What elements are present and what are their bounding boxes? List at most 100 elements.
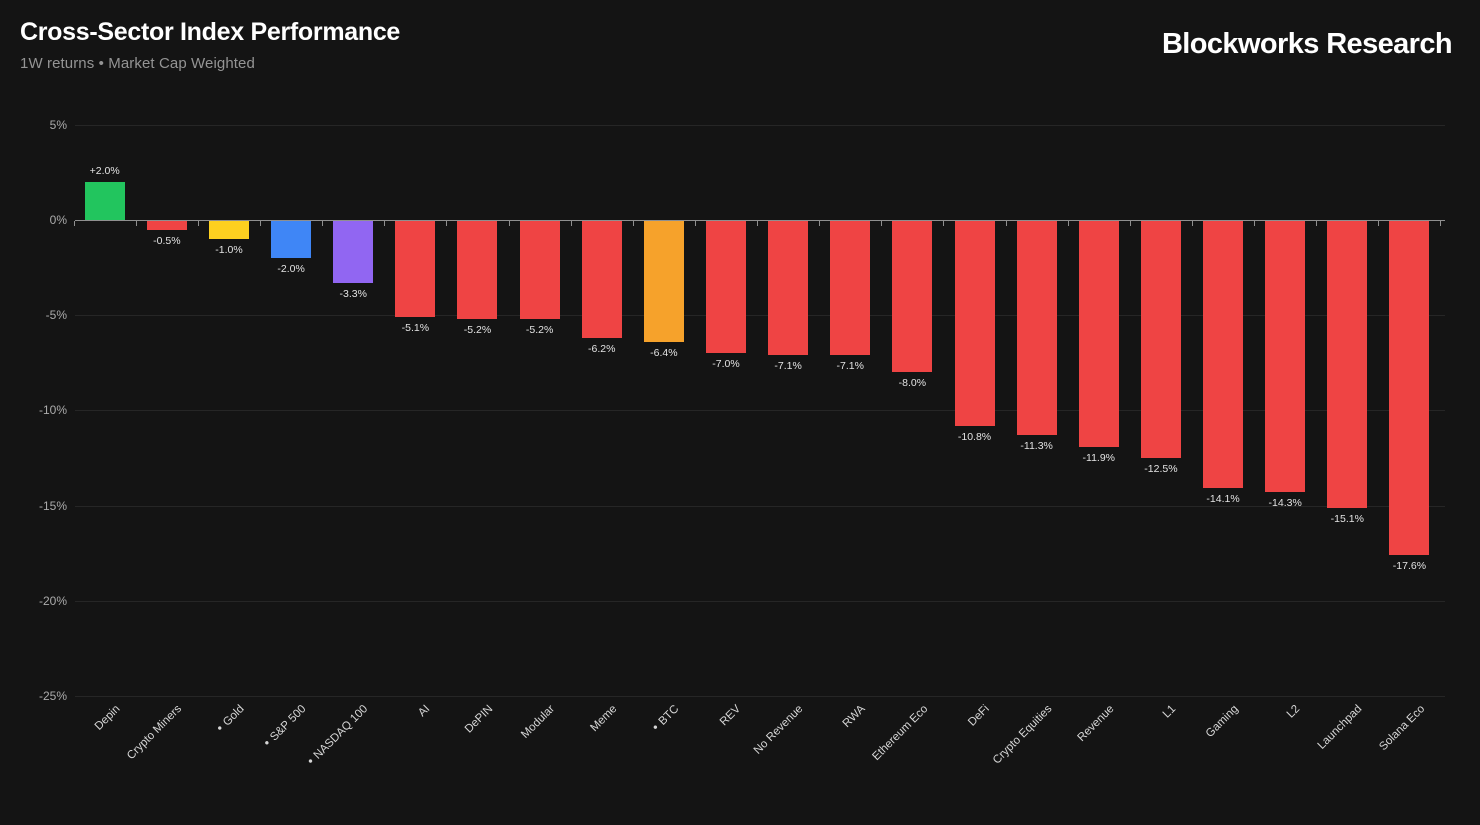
- y-axis-tick-label: -20%: [38, 593, 67, 608]
- axis-tick: [632, 221, 634, 226]
- bar-solana-eco: [1389, 220, 1430, 556]
- bar-value-label: -11.9%: [1082, 451, 1116, 464]
- bar-value-label: -1.0%: [215, 244, 243, 257]
- axis-tick: [570, 221, 572, 226]
- axis-tick: [757, 221, 759, 226]
- x-axis-category-label: REV: [718, 703, 744, 729]
- bar-value-label: -7.1%: [836, 360, 864, 373]
- bar-l1: [1140, 220, 1181, 458]
- gridline--15%: [75, 505, 1445, 507]
- axis-tick: [881, 221, 883, 226]
- y-axis-tick-label: -25%: [38, 689, 67, 703]
- bar-revenue: [1078, 220, 1119, 447]
- gridline--20%: [75, 600, 1445, 602]
- axis-tick: [260, 221, 262, 226]
- bar-ethereum-eco: [892, 220, 933, 373]
- gridline--25%: [75, 696, 1445, 697]
- x-axis-category-label: Revenue: [1075, 703, 1117, 745]
- bar-defi: [954, 220, 995, 426]
- benchmark-dot-icon: ●: [214, 723, 225, 733]
- axis-tick: [135, 221, 137, 226]
- axis-tick: [73, 221, 75, 226]
- axis-tick: [694, 221, 696, 226]
- bar-depin: [84, 181, 125, 220]
- bar-crypto-miners: [146, 220, 187, 230]
- x-axis-category-label: RWA: [840, 703, 868, 731]
- axis-tick: [1378, 221, 1380, 226]
- axis-tick: [1067, 221, 1069, 226]
- x-axis-category-label: DePIN: [462, 703, 495, 736]
- blockworks-research-logo: Blockworks Research: [1161, 28, 1453, 60]
- axis-tick: [322, 221, 324, 226]
- bar-launchpad: [1327, 220, 1368, 508]
- bar-gold: [208, 220, 249, 240]
- x-axis-category-label: ●S&P 500: [261, 703, 309, 748]
- bar-value-label: -5.1%: [401, 322, 430, 335]
- x-axis-category-label: ●Gold: [214, 703, 247, 733]
- bar-value-label: -15.1%: [1330, 512, 1364, 525]
- x-axis-category-label: ●BTC: [650, 703, 682, 732]
- benchmark-dot-icon: ●: [305, 755, 316, 766]
- x-axis-category-label: Gaming: [1203, 703, 1241, 740]
- x-axis-category-label: Ethereum Eco: [869, 703, 930, 764]
- bar-value-label: -7.1%: [774, 360, 802, 373]
- x-axis-zero-line: [75, 220, 1445, 221]
- axis-tick: [1005, 221, 1007, 226]
- x-axis-category-label: Meme: [588, 703, 620, 735]
- axis-tick: [384, 221, 386, 226]
- bar-value-label: -17.6%: [1392, 560, 1427, 573]
- axis-tick: [197, 221, 199, 226]
- bar-value-label: -10.8%: [957, 430, 992, 443]
- bar-value-label: -14.3%: [1268, 497, 1302, 510]
- bar-depin: [457, 220, 498, 319]
- axis-tick: [1440, 221, 1442, 226]
- x-axis-category-label: L2: [1285, 703, 1303, 721]
- x-axis-category-label: Crypto Equities: [990, 703, 1055, 767]
- x-axis-category-label: No Revenue: [751, 703, 806, 757]
- x-axis-category-label: ●NASDAQ 100: [305, 703, 371, 766]
- bar-s-p-500: [271, 220, 312, 259]
- bar-value-label: -3.3%: [339, 287, 367, 300]
- bar-value-label: +2.0%: [89, 164, 120, 177]
- bar-value-label: -7.0%: [712, 358, 740, 371]
- bar-value-label: -12.5%: [1144, 463, 1178, 475]
- axis-tick: [943, 221, 945, 226]
- bar-l2: [1265, 220, 1306, 493]
- bar-btc: [643, 220, 684, 342]
- x-axis-category-label: Modular: [519, 703, 558, 741]
- y-axis-tick-label: 5%: [49, 117, 67, 132]
- bar-value-label: -14.1%: [1206, 493, 1240, 506]
- bar-modular: [519, 220, 560, 319]
- gridline-5%: [75, 124, 1445, 126]
- axis-tick: [1129, 221, 1131, 226]
- x-axis-category-label: L1: [1160, 703, 1179, 721]
- bar-value-label: -2.0%: [277, 263, 305, 276]
- x-axis-category-label: Launchpad: [1316, 703, 1365, 752]
- x-axis-category-label: Solana Eco: [1376, 703, 1427, 754]
- bar-value-label: -6.4%: [650, 346, 678, 359]
- chart-header: Cross-Sector Index Performance 1W return…: [20, 18, 400, 72]
- y-axis-tick-label: 0%: [49, 213, 67, 227]
- y-axis-tick-label: -15%: [38, 498, 67, 513]
- x-axis-category-label: Depin: [92, 703, 123, 733]
- gridline--5%: [75, 315, 1445, 317]
- bar-value-label: -5.2%: [525, 324, 554, 336]
- bar-value-label: -6.2%: [588, 343, 616, 356]
- page-title: Cross-Sector Index Performance: [20, 18, 401, 46]
- x-axis-category-label: Crypto Miners: [125, 703, 185, 763]
- bar-value-label: -11.3%: [1020, 440, 1053, 453]
- axis-tick: [1316, 221, 1318, 226]
- bar-value-label: -8.0%: [898, 377, 927, 390]
- bar-nasdaq-100: [333, 220, 374, 283]
- gridline--10%: [75, 410, 1445, 412]
- benchmark-dot-icon: ●: [650, 722, 661, 732]
- x-axis-category-label: DeFi: [966, 703, 993, 729]
- axis-tick: [1254, 221, 1256, 226]
- axis-tick: [819, 221, 821, 226]
- bar-meme: [581, 220, 622, 339]
- bar-value-label: -0.5%: [153, 234, 181, 247]
- benchmark-dot-icon: ●: [261, 737, 272, 748]
- y-axis-tick-label: -5%: [45, 308, 67, 323]
- y-axis-tick-label: -10%: [38, 403, 67, 418]
